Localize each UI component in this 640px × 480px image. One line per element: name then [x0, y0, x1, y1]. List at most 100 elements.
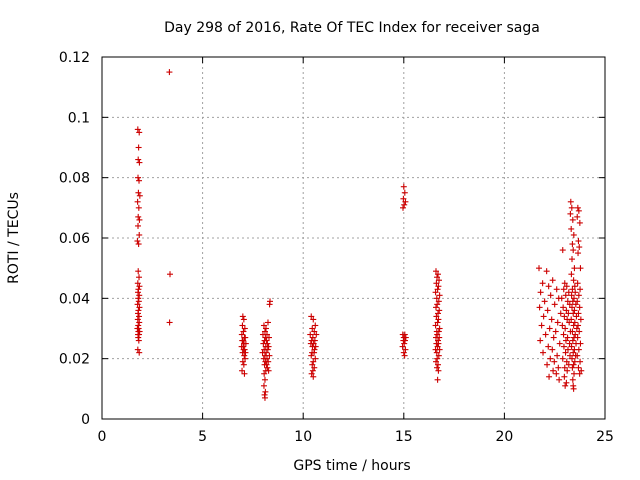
data-point: [135, 310, 142, 317]
data-point: [576, 304, 583, 311]
data-point: [308, 352, 315, 359]
data-point: [313, 331, 320, 338]
y-tick-label: 0.02: [59, 352, 90, 368]
data-point: [558, 295, 565, 302]
data-point: [166, 69, 173, 76]
data-point: [573, 325, 580, 332]
data-point: [564, 298, 571, 305]
data-point: [136, 274, 143, 281]
data-point: [434, 343, 441, 350]
y-tick-label: 0.04: [59, 291, 90, 307]
data-point: [432, 322, 439, 329]
data-point: [401, 189, 408, 196]
data-point: [433, 313, 440, 320]
data-point: [565, 289, 572, 296]
data-point: [570, 231, 577, 238]
data-point: [134, 280, 141, 287]
data-point: [539, 280, 546, 287]
x-tick-label: 10: [294, 429, 312, 445]
data-point: [435, 340, 442, 347]
data-point: [242, 340, 249, 347]
data-point: [435, 352, 442, 359]
data-point: [542, 331, 549, 338]
data-point: [434, 286, 441, 293]
y-tick-label: 0.06: [59, 231, 90, 247]
data-point: [307, 331, 314, 338]
data-point: [134, 126, 141, 133]
data-point: [571, 307, 578, 314]
data-point: [571, 295, 578, 302]
data-point: [570, 277, 577, 284]
data-point: [574, 334, 581, 341]
data-point: [566, 319, 573, 326]
data-point: [562, 325, 569, 332]
data-point: [559, 355, 566, 362]
data-point: [436, 277, 443, 284]
data-point: [560, 343, 567, 350]
data-point: [261, 394, 268, 401]
data-point: [260, 382, 267, 389]
data-point: [575, 310, 582, 317]
data-point: [569, 337, 576, 344]
data-point: [435, 316, 442, 323]
data-point: [264, 364, 271, 371]
data-point: [568, 292, 575, 299]
data-point: [433, 280, 440, 287]
data-point: [307, 340, 314, 347]
data-point: [548, 316, 555, 323]
data-point: [262, 388, 269, 395]
data-point: [435, 298, 442, 305]
data-point: [566, 301, 573, 308]
data-point: [259, 331, 266, 338]
data-point: [569, 364, 576, 371]
data-point: [554, 352, 561, 359]
data-point: [540, 349, 547, 356]
data-point: [434, 355, 441, 362]
y-axis-ticks: 0 0.02 0.04 0.06 0.08 0.1 0.12: [59, 50, 605, 428]
data-point: [570, 385, 577, 392]
data-point: [166, 319, 173, 326]
data-point: [576, 370, 583, 377]
data-point: [434, 331, 441, 338]
data-point: [261, 361, 268, 368]
data-point: [402, 346, 409, 353]
data-point: [540, 313, 547, 320]
data-point: [400, 195, 407, 202]
data-points: [134, 69, 585, 401]
data-point: [567, 198, 574, 205]
data-point: [571, 358, 578, 365]
data-point: [433, 349, 440, 356]
data-point: [309, 325, 316, 332]
data-point: [401, 340, 408, 347]
data-point: [135, 337, 142, 344]
data-point: [572, 289, 579, 296]
data-point: [167, 271, 174, 278]
data-point: [401, 201, 408, 208]
data-point: [564, 367, 571, 374]
data-point: [265, 367, 272, 374]
data-point: [264, 319, 271, 326]
data-point: [136, 177, 143, 184]
data-point: [262, 325, 269, 332]
data-point: [261, 337, 268, 344]
data-point: [567, 210, 574, 217]
data-point: [261, 376, 268, 383]
data-point: [262, 343, 269, 350]
data-point: [432, 289, 439, 296]
data-point: [261, 328, 268, 335]
data-point: [436, 334, 443, 341]
data-point: [566, 352, 573, 359]
data-point: [549, 277, 556, 284]
data-point: [544, 361, 551, 368]
data-point: [136, 292, 143, 299]
data-point: [561, 280, 568, 287]
data-point: [261, 370, 268, 377]
grid-layer: [102, 57, 605, 419]
data-point: [134, 325, 141, 332]
data-point: [562, 382, 569, 389]
data-point: [135, 268, 142, 275]
data-point: [135, 222, 142, 229]
data-point: [563, 379, 570, 386]
data-point: [553, 286, 560, 293]
data-point: [435, 283, 442, 290]
